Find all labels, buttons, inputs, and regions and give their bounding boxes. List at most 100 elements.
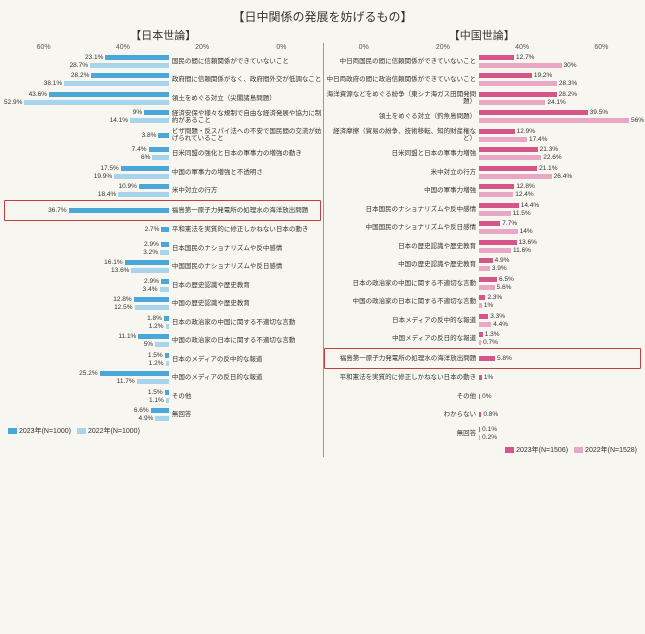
bars-cell: 3.8%: [4, 132, 169, 139]
bar-value: 1.8%: [147, 315, 162, 322]
bar: [155, 342, 169, 347]
row-label: 中国のメディアの反日的な報道: [169, 374, 324, 381]
bar-value: 7.4%: [132, 146, 147, 153]
bar: [479, 248, 511, 253]
legend-label: 2023年(N=1000): [19, 426, 71, 436]
bar-group: 17.5%: [4, 165, 169, 172]
bar-group: 14.4%: [479, 202, 644, 209]
bar-value: 1.5%: [148, 389, 163, 396]
row-label: 領土をめぐる対立（尖閣諸島問題）: [169, 95, 324, 102]
bar: [479, 303, 482, 308]
bar: [479, 92, 556, 97]
bar-group: 14.1%: [4, 117, 169, 124]
bar: [49, 92, 169, 97]
bar-value: 1.3%: [485, 331, 500, 338]
bar-group: 1.1%: [4, 397, 169, 404]
bar: [479, 435, 480, 440]
bar-value: 30%: [564, 62, 577, 69]
bar: [479, 314, 488, 319]
bars-cell: 7.7%14%: [479, 220, 644, 235]
bar-group: 7.4%: [4, 146, 169, 153]
axis-tick: 20%: [163, 44, 242, 51]
chart-row: 無回答0.1%0.2%: [324, 424, 641, 443]
bars-cell: 1%: [479, 374, 644, 381]
bar: [479, 211, 511, 216]
bar-group: 0.8%: [479, 411, 644, 418]
bar-value: 0.8%: [483, 411, 498, 418]
bar-group: 6%: [4, 154, 169, 161]
chart-row: 25.2%11.7%中国のメディアの反日的な報道: [4, 369, 321, 388]
bar-value: 14%: [520, 228, 533, 235]
bar: [138, 334, 168, 339]
bar: [479, 375, 482, 380]
bar: [24, 100, 168, 105]
bar-group: 3.4%: [4, 286, 169, 293]
bar-value: 12.9%: [517, 128, 535, 135]
legend-item: 2022年(N=1528): [574, 445, 637, 455]
bar: [479, 100, 545, 105]
legend-swatch: [505, 447, 514, 453]
row-label: 中国の歴史認識や歴史教育: [169, 300, 324, 307]
main-title: 【日中関係の発展を妨げるもの】: [4, 8, 641, 25]
bars-cell: 10.9%18.4%: [4, 183, 169, 198]
chart-row: 中国メディアの反日的な報道1.3%0.7%: [324, 330, 641, 349]
bar-value: 0.7%: [483, 339, 498, 346]
row-label: 福島第一原子力発電所の処理水の海洋放出問題: [169, 207, 323, 214]
bar-value: 12.8%: [516, 183, 534, 190]
bar-value: 38.1%: [44, 80, 62, 87]
chart-row: 中日両政府の間に政治信頼関係ができていないこと19.2%28.3%: [324, 71, 641, 90]
axis-tick: 20%: [403, 44, 482, 51]
bar: [479, 277, 497, 282]
chart-row: 日本メディアの反中的な報道3.3%4.4%: [324, 311, 641, 330]
bar: [479, 229, 517, 234]
chart-row: 2.9%3.2%日本国民のナショナリズムや反中感情: [4, 239, 321, 258]
bars-cell: 2.9%3.4%: [4, 278, 169, 293]
chart-row: 日本の政治家の中国に関する不適切な言動6.5%5.6%: [324, 274, 641, 293]
bars-cell: 12.8%12.4%: [479, 183, 644, 198]
bar-group: 5.6%: [479, 284, 644, 291]
bar-group: 39.5%: [479, 109, 644, 116]
bar-group: 28.3%: [479, 80, 644, 87]
bar-value: 39.5%: [590, 109, 608, 116]
bar-group: 6.6%: [4, 407, 169, 414]
chart-row: わからない0.8%: [324, 406, 641, 425]
bar-group: 28.2%: [4, 72, 169, 79]
axis-tick: 0%: [242, 44, 321, 51]
bar-group: 11.7%: [4, 378, 169, 385]
bar-value: 13.6%: [111, 267, 129, 274]
bar: [479, 285, 494, 290]
bar-group: 1.2%: [4, 323, 169, 330]
bar: [131, 268, 168, 273]
row-label: 日本の歴史認識や歴史教育: [169, 282, 324, 289]
row-label: 日本の政治家の中国に関する不適切な言動: [324, 280, 479, 287]
bars-cell: 2.9%3.2%: [4, 241, 169, 256]
row-label: 中日両国民の間に信頼関係ができていないこと: [324, 58, 479, 65]
bar: [479, 356, 495, 361]
legend-item: 2023年(N=1506): [505, 445, 568, 455]
bars-cell: 5.8%: [479, 355, 643, 362]
bar-group: 12.9%: [479, 128, 644, 135]
bar: [479, 81, 557, 86]
row-label: 平和憲法を実質的に修正しかねない日本の動き: [324, 374, 479, 381]
bar-group: 1.5%: [4, 352, 169, 359]
chart-row: 17.5%19.9%中国の軍事力の増強と不透明さ: [4, 163, 321, 182]
bars-cell: 2.3%1%: [479, 294, 644, 309]
bar: [479, 63, 561, 68]
bar-group: 5.8%: [479, 355, 643, 362]
chart-row: 日本国民のナショナリズムや反中感情14.4%11.5%: [324, 200, 641, 219]
bar: [134, 297, 169, 302]
bar-group: 21.3%: [479, 146, 644, 153]
bar: [69, 208, 169, 213]
bar-value: 36.7%: [48, 207, 66, 214]
bars-cell: 19.2%28.3%: [479, 72, 644, 87]
chart-row: 11.1%5%中国の政治家の日本に関する不適切な言動: [4, 332, 321, 351]
bar-group: 21.1%: [479, 165, 644, 172]
bars-cell: 12.8%12.5%: [4, 296, 169, 311]
chart-row: 7.4%6%日米同盟の強化と日本の軍事力の増強の動き: [4, 145, 321, 164]
bar: [479, 340, 481, 345]
bar-value: 1.1%: [149, 397, 164, 404]
bars-cell: 1.3%0.7%: [479, 331, 644, 346]
chart-row: 9%14.1%経済安保や様々な規制で自由な経済発展や協力に制約があること: [4, 108, 321, 127]
bars-cell: 9%14.1%: [4, 109, 169, 124]
bar-value: 0.2%: [482, 434, 497, 441]
